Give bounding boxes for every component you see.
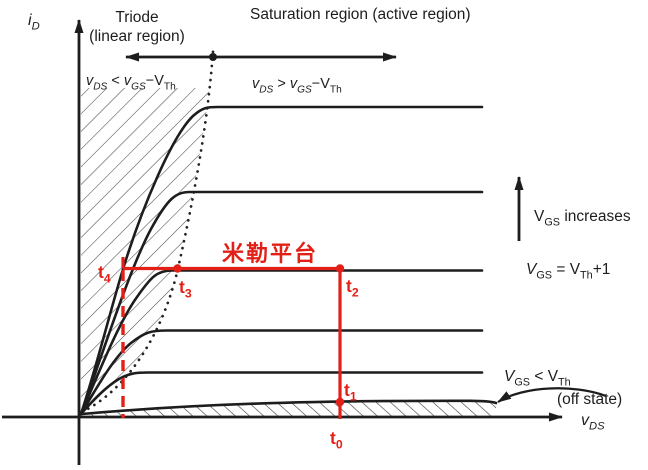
triode-region-subtitle: (linear region) xyxy=(89,28,185,45)
region-arrows xyxy=(125,52,397,62)
t2-point xyxy=(335,264,345,273)
vgs-curves xyxy=(79,105,498,416)
t2-label: t2 xyxy=(346,276,359,300)
t3-label: t3 xyxy=(179,277,192,301)
t1-label: t1 xyxy=(344,380,357,404)
axes xyxy=(2,19,563,465)
vgs-less-label: VGS < VTh xyxy=(504,368,571,389)
triode-hatched-region xyxy=(81,88,210,414)
triode-region-title: Triode xyxy=(115,9,158,26)
vgs-curve-2 xyxy=(79,190,484,416)
t0-label: t0 xyxy=(330,428,343,452)
miller-annotations xyxy=(121,257,345,419)
off-state-hatched-band xyxy=(82,400,496,416)
vgs-curve-5 xyxy=(79,371,484,416)
off-state-pointer-arrow xyxy=(497,387,607,403)
off-state-curve xyxy=(80,399,498,416)
off-state-label: (off state) xyxy=(557,391,622,408)
saturation-region-title: Saturation region (active region) xyxy=(250,6,471,23)
vgs-curve-1 xyxy=(79,105,484,416)
triode-condition: vDS < vGS−VTh xyxy=(86,73,176,93)
vgs-equals-label: VGS = VTh+1 xyxy=(526,261,610,282)
vgs-curve-3-vth-plus-1 xyxy=(79,269,484,416)
miller-plateau-label: 米勒平台 xyxy=(222,241,318,267)
y-axis-label: iD xyxy=(28,12,40,33)
region-boundary-dot xyxy=(209,53,217,61)
t1-point xyxy=(335,397,345,407)
vgs-curve-4 xyxy=(79,329,484,416)
t3-point xyxy=(173,264,182,273)
t4-label: t4 xyxy=(98,262,111,286)
x-axis-label: vDS xyxy=(581,412,605,433)
vgs-increases-label: VGS increases xyxy=(534,208,631,229)
saturation-condition: vDS > vGS−VTh xyxy=(252,76,342,96)
